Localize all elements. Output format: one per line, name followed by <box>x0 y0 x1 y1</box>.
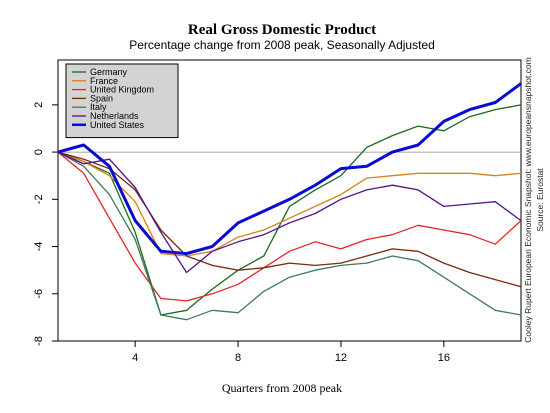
y-axis: -8 -6 -4 -2 0 2 <box>33 102 58 346</box>
x-tick-label: 4 <box>132 352 138 364</box>
series-line-france <box>57 151 522 257</box>
y-tick-label: 2 <box>33 102 45 108</box>
series-line-germany <box>57 104 522 316</box>
credit-text: Cooley Rupert European Economic Snapshot… <box>523 57 533 342</box>
y-tick-label: -2 <box>33 194 45 204</box>
chart-subtitle: Percentage change from 2008 peak, Season… <box>129 38 435 52</box>
x-tick-label: 8 <box>235 352 241 364</box>
y-tick-label: 0 <box>33 149 45 155</box>
plot-frame <box>57 59 522 342</box>
y-tick-label: -4 <box>33 242 45 252</box>
legend-label: United States <box>90 120 145 130</box>
credits: Cooley Rupert European Economic Snapshot… <box>523 57 545 342</box>
legend-label: United Kingdom <box>90 85 154 95</box>
series-line-netherlands <box>57 151 522 274</box>
x-axis: 4 8 12 16 <box>132 341 450 364</box>
legend-label: Germany <box>90 67 128 77</box>
series-line-united-states <box>57 82 522 256</box>
x-axis-label: Quarters from 2008 peak <box>222 381 342 395</box>
y-tick-label: -6 <box>33 289 45 299</box>
series-line-spain <box>57 151 522 288</box>
series-line-united-kingdom <box>57 151 522 302</box>
legend-label: Italy <box>90 102 107 112</box>
legend-label: Netherlands <box>90 111 139 121</box>
y-tick-label: -8 <box>33 336 45 346</box>
series-line-italy <box>57 151 522 321</box>
x-tick-label: 12 <box>335 352 347 364</box>
series-layer <box>57 82 522 321</box>
legend-label: France <box>90 76 118 86</box>
legend-label: Spain <box>90 93 113 103</box>
x-tick-label: 16 <box>438 352 450 364</box>
credit-text: Source: Eurostat <box>535 168 545 232</box>
chart-title: Real Gross Domestic Product <box>188 22 376 38</box>
